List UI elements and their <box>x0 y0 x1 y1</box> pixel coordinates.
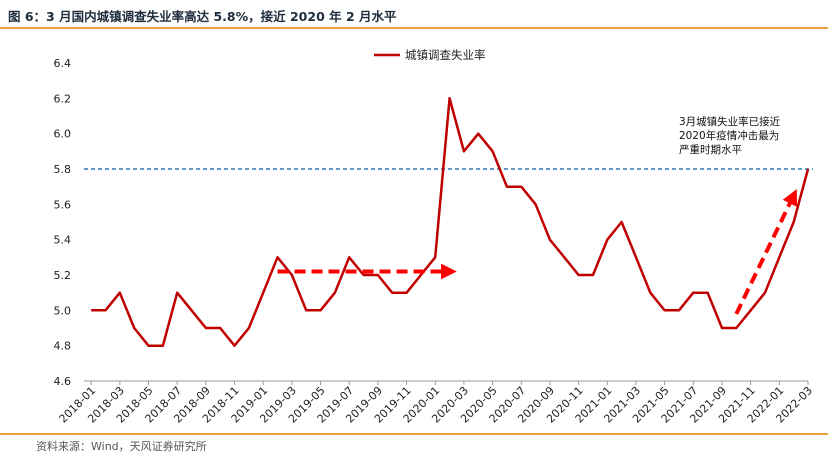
legend: 城镇调查失业率 <box>374 48 486 62</box>
annotation-line: 3月城镇失业率已接近 <box>679 115 781 128</box>
annotation-line: 严重时期水平 <box>679 143 742 156</box>
y-axis: 4.6 4.8 5.0 5.2 5.4 5.6 5.8 6.0 6.2 6.4 <box>54 57 72 388</box>
bottom-divider <box>0 433 828 435</box>
annotation-line: 2020年疫情冲击最为 <box>679 129 779 142</box>
arrows-group <box>277 189 798 315</box>
series-line <box>91 97 810 347</box>
trend-arrow <box>734 189 798 315</box>
y-tick-label: 5.8 <box>54 163 72 176</box>
top-divider <box>0 27 828 29</box>
y-tick-label: 4.6 <box>54 375 72 388</box>
y-tick-label: 6.2 <box>54 92 72 105</box>
legend-label: 城镇调查失业率 <box>405 48 486 62</box>
y-tick-label: 5.2 <box>54 269 72 282</box>
y-tick-label: 5.6 <box>54 198 72 211</box>
x-axis: 2018-012018-032018-052018-072018-092018-… <box>57 380 815 426</box>
y-tick-label: 5.4 <box>54 234 72 247</box>
y-tick-label: 5.0 <box>54 304 72 317</box>
y-tick-label: 6.4 <box>54 57 72 70</box>
figure-title: 图 6：3 月国内城镇调查失业率高达 5.8%，接近 2020 年 2 月水平 <box>8 9 397 24</box>
y-tick-label: 4.8 <box>54 340 72 353</box>
y-tick-label: 6.0 <box>54 128 72 141</box>
source-note: 资料来源：Wind，天风证券研究所 <box>36 440 207 453</box>
series-group <box>91 97 810 347</box>
